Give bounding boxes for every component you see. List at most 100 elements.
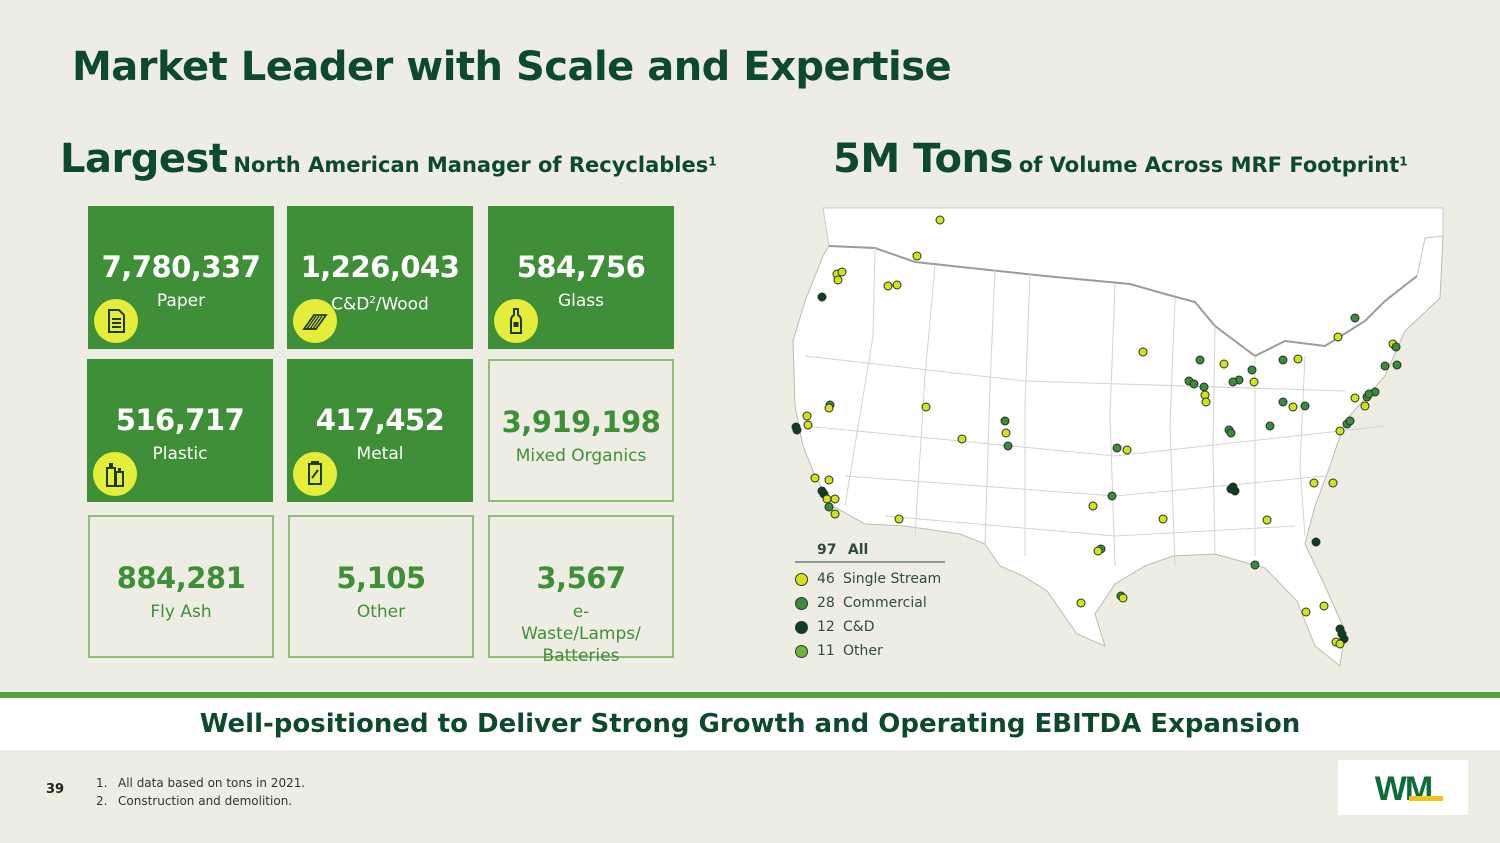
- facility-marker: [1226, 484, 1236, 494]
- tile-label: C&D2/Wood: [331, 294, 429, 315]
- tile-value: 584,756: [516, 250, 646, 284]
- facility-marker: [1333, 332, 1343, 342]
- facility-marker: [1278, 397, 1288, 407]
- tile-glass: 584,756 Glass: [488, 206, 674, 349]
- facility-marker: [1228, 377, 1238, 387]
- facility-marker: [1219, 359, 1229, 369]
- facility-marker: [1118, 593, 1128, 603]
- legend-item-single-stream: 46 Single Stream: [795, 567, 945, 591]
- facility-marker: [1278, 355, 1288, 365]
- facility-marker: [921, 402, 931, 412]
- plastic-bottles-icon: [93, 452, 137, 496]
- legend-item-cd: 12 C&D: [795, 615, 945, 639]
- tile-cd-wood: 1,226,043 C&D2/Wood: [287, 206, 473, 349]
- facility-marker: [1364, 389, 1374, 399]
- tile-label: Other: [356, 602, 406, 622]
- facility-marker: [830, 509, 840, 519]
- tile-fly-ash: 884,281 Fly Ash: [88, 515, 274, 658]
- tile-other: 5,105 Other: [288, 515, 474, 658]
- right-heading: 5M Tons of Volume Across MRF Footprint1: [833, 136, 1408, 182]
- facility-marker: [1301, 607, 1311, 617]
- footnote-1: 1. All data based on tons in 2021.: [96, 776, 306, 790]
- facility-marker: [1309, 478, 1319, 488]
- facility-marker: [1158, 514, 1168, 524]
- facility-marker: [822, 494, 832, 504]
- facility-marker: [824, 475, 834, 485]
- tile-value: 3,567: [536, 561, 626, 595]
- state-borders: [804, 247, 1386, 567]
- facility-marker: [1380, 361, 1390, 371]
- tile-value: 417,452: [315, 403, 445, 437]
- commercial-dot-icon: [795, 596, 808, 610]
- left-heading: Largest North American Manager of Recycla…: [60, 136, 717, 182]
- facility-marker: [1250, 560, 1260, 570]
- slide-title: Market Leader with Scale and Expertise: [72, 44, 952, 90]
- tile-value: 5,105: [336, 561, 426, 595]
- facility-marker: [1003, 441, 1013, 451]
- page-number: 39: [46, 782, 65, 797]
- tile-label: Plastic: [152, 444, 208, 464]
- facility-marker: [1247, 365, 1257, 375]
- facility-marker: [1249, 377, 1259, 387]
- tile-plastic: 516,717 Plastic: [87, 359, 273, 502]
- facility-marker: [824, 502, 834, 512]
- facility-marker: [1199, 382, 1209, 392]
- facility-marker: [1088, 501, 1098, 511]
- bottle-icon: [494, 299, 538, 343]
- legend-total: 97 All: [795, 542, 945, 563]
- tile-label: Glass: [557, 291, 605, 311]
- facility-marker: [1311, 537, 1321, 547]
- tile-label: Metal: [356, 444, 404, 464]
- facility-marker: [792, 425, 802, 435]
- right-heading-small: of Volume Across MRF Footprint: [1018, 153, 1400, 177]
- facility-marker: [957, 434, 967, 444]
- tile-value: 1,226,043: [300, 250, 460, 284]
- footnotes: 1. All data based on tons in 2021. 2. Cons…: [96, 774, 305, 810]
- banner-divider: [0, 692, 1500, 698]
- facility-marker: [1288, 402, 1298, 412]
- facility-marker: [1350, 393, 1360, 403]
- right-heading-big: 5M Tons: [833, 136, 1013, 182]
- facility-marker: [1350, 313, 1360, 323]
- facility-marker: [1300, 401, 1310, 411]
- tile-value: 7,780,337: [101, 250, 261, 284]
- wood-icon: [293, 299, 337, 343]
- facility-marker: [935, 215, 945, 225]
- left-heading-footnote-ref: 1: [708, 154, 717, 169]
- facility-marker: [1392, 360, 1402, 370]
- facility-marker: [1195, 355, 1205, 365]
- facility-marker: [1201, 397, 1211, 407]
- legend-item-other: 11 Other: [795, 639, 945, 663]
- tile-value: 516,717: [115, 403, 245, 437]
- tile-metal: 417,452 Metal: [287, 359, 473, 502]
- facility-marker: [1360, 401, 1370, 411]
- tile-e-waste: 3,567 e-Waste/Lamps/ Batteries: [488, 515, 674, 666]
- facility-marker: [1138, 347, 1148, 357]
- facility-marker: [803, 420, 813, 430]
- facility-marker: [1076, 598, 1086, 608]
- north-america-facility-map: [791, 207, 1444, 667]
- facility-marker: [817, 292, 827, 302]
- facility-marker: [1391, 342, 1401, 352]
- facility-markers: [791, 215, 1402, 649]
- facility-marker: [830, 494, 840, 504]
- facility-marker: [1189, 379, 1199, 389]
- single-stream-dot-icon: [795, 572, 808, 586]
- facility-marker: [833, 275, 843, 285]
- facility-marker: [892, 280, 902, 290]
- wm-logo: WM: [1338, 760, 1468, 815]
- facility-marker: [894, 514, 904, 524]
- banner: Well-positioned to Deliver Strong Growth…: [0, 698, 1500, 750]
- facility-marker: [912, 251, 922, 261]
- tile-value: 884,281: [116, 561, 246, 595]
- facility-marker: [1093, 546, 1103, 556]
- footnote-2: 2. Construction and demolition.: [96, 794, 293, 808]
- facility-marker: [810, 473, 820, 483]
- facility-marker: [1001, 428, 1011, 438]
- facility-marker: [1293, 354, 1303, 364]
- facility-marker: [1112, 443, 1122, 453]
- cd-dot-icon: [795, 620, 808, 634]
- tile-label: e-Waste/Lamps/ Batteries: [521, 602, 641, 666]
- tile-label: Mixed Organics: [515, 446, 647, 466]
- legend-item-commercial: 28 Commercial: [795, 591, 945, 615]
